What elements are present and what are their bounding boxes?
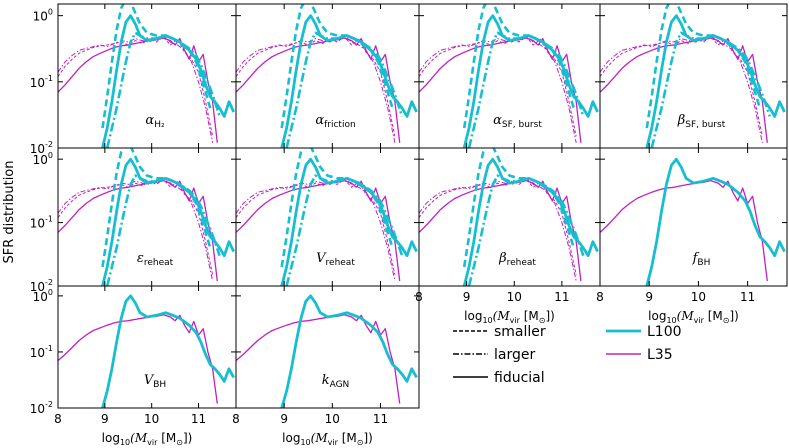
y-axis-label: SFR distribution — [2, 161, 17, 264]
l100-larger-line — [105, 174, 221, 286]
panel-frame — [235, 285, 420, 409]
panel-9-curves — [58, 294, 235, 408]
x-tick-label: 11 — [740, 290, 755, 304]
y-tick-label: 10-1 — [30, 215, 53, 231]
panel-label: αfriction — [315, 113, 355, 130]
y-tick-label: 100 — [33, 151, 53, 167]
panel-7-curves — [419, 148, 599, 286]
panel-8: 8 9 10 11 fBH log10(Mvir [M⊙]) — [596, 147, 788, 325]
y-tick-label: 10-1 — [30, 74, 53, 90]
panel-label: αSF, burst — [493, 113, 542, 130]
panel-frame — [57, 285, 237, 409]
panel-8-curves — [600, 157, 786, 286]
x-axis-label: log10(Mvir [M⊙]) — [282, 431, 373, 447]
panel-5-curves — [58, 148, 235, 286]
x-axis-label: log10(Mvir [M⊙]) — [648, 309, 739, 325]
panel-label: fBH — [692, 251, 711, 268]
x-tick-label: 8 — [596, 290, 604, 304]
panel-2: αfriction — [235, 3, 420, 149]
l100-larger-line — [650, 31, 772, 148]
legend-larger-label: larger — [494, 347, 535, 363]
l100-larger-line — [285, 31, 404, 148]
panel-3-curves — [419, 4, 599, 148]
panel-label: VBH — [144, 373, 166, 390]
l100-smaller-line — [280, 148, 394, 268]
panel-6-curves — [236, 148, 418, 286]
x-tick-label: 9 — [280, 412, 288, 426]
l35-smaller-line — [419, 36, 577, 137]
l100-larger-line — [105, 31, 221, 148]
y-tick-label: 10-2 — [30, 278, 53, 294]
y-tick-label: 10-2 — [30, 400, 53, 416]
panel-10-curves — [236, 294, 418, 408]
y-tick-label: 10-2 — [30, 140, 53, 156]
legend-l35-label: L35 — [647, 347, 673, 363]
l100-fiducial-line — [280, 157, 418, 286]
l100-fiducial-line — [101, 294, 235, 408]
l100-fiducial-line — [462, 14, 599, 148]
legend-smaller-label: smaller — [494, 324, 546, 340]
x-tick-label: 10 — [507, 290, 522, 304]
x-tick-label: 9 — [463, 290, 471, 304]
legend-fiducial-label: fiducial — [494, 370, 545, 386]
panel-label: εreheat — [137, 251, 174, 268]
x-tick-label: 11 — [191, 412, 206, 426]
l100-fiducial-line — [101, 14, 235, 148]
l100-fiducial-line — [645, 14, 786, 148]
panel-3: αSF, burst — [418, 3, 601, 149]
x-tick-label: 8 — [232, 412, 240, 426]
panel-4: βSF, burst — [599, 3, 788, 149]
panel-2-curves — [236, 4, 418, 148]
x-axis-label: log10(Mvir [M⊙]) — [102, 431, 193, 447]
panel-1-curves — [58, 4, 235, 148]
panel-label: αH₂ — [145, 113, 165, 130]
x-tick-label: 8 — [54, 412, 62, 426]
panel-grid: 100 10-1 10-2 αH₂ αfriction αSF, burst βSF, bu… — [30, 3, 788, 447]
l100-larger-line — [467, 31, 585, 148]
l100-fiducial-line — [280, 294, 418, 408]
panel-5: 100 10-1 10-2 εreheat — [30, 147, 237, 294]
x-tick-label: 10 — [325, 412, 340, 426]
l35-larger-line — [419, 35, 577, 143]
y-tick-label: 100 — [33, 288, 53, 304]
x-tick-label: 11 — [373, 412, 388, 426]
panel-7: 8 9 10 11 βreheat log10(Mvir [M⊙]) — [415, 147, 601, 325]
legend-l100-label: L100 — [647, 324, 682, 340]
x-tick-label: 9 — [645, 290, 653, 304]
x-tick-label: 10 — [144, 412, 159, 426]
x-tick-label: 9 — [101, 412, 109, 426]
panel-6: Vreheat — [235, 147, 420, 287]
l100-fiducial-line — [280, 14, 418, 148]
l35-smaller-line — [58, 178, 214, 275]
l100-fiducial-line — [101, 157, 235, 286]
x-tick-label: 11 — [554, 290, 569, 304]
panel-4-curves — [600, 4, 786, 148]
y-tick-label: 100 — [33, 8, 53, 24]
l100-fiducial-line — [645, 157, 786, 286]
y-tick-label: 10-1 — [30, 344, 53, 360]
panel-1: 100 10-1 10-2 αH₂ — [30, 3, 237, 156]
panel-10: 8 9 10 11 kAGN log10(Mvir [M⊙]) — [232, 285, 420, 447]
l35-larger-line — [236, 35, 396, 143]
panel-label: βreheat — [498, 251, 536, 268]
panel-label: Vreheat — [316, 251, 355, 268]
panel-label: βSF, burst — [677, 113, 726, 130]
x-tick-label: 10 — [691, 290, 706, 304]
x-axis-label: log10(Mvir [M⊙]) — [464, 309, 555, 325]
legend: smaller larger fiducial L100 L35 — [453, 324, 682, 386]
panel-9: 8 9 10 11 100 10-1 10-2 VBH log10(Mvir [M⊙]) — [30, 285, 237, 447]
panel-frame — [599, 147, 788, 287]
panel-label: kAGN — [322, 373, 350, 390]
l100-fiducial-line — [462, 157, 599, 286]
